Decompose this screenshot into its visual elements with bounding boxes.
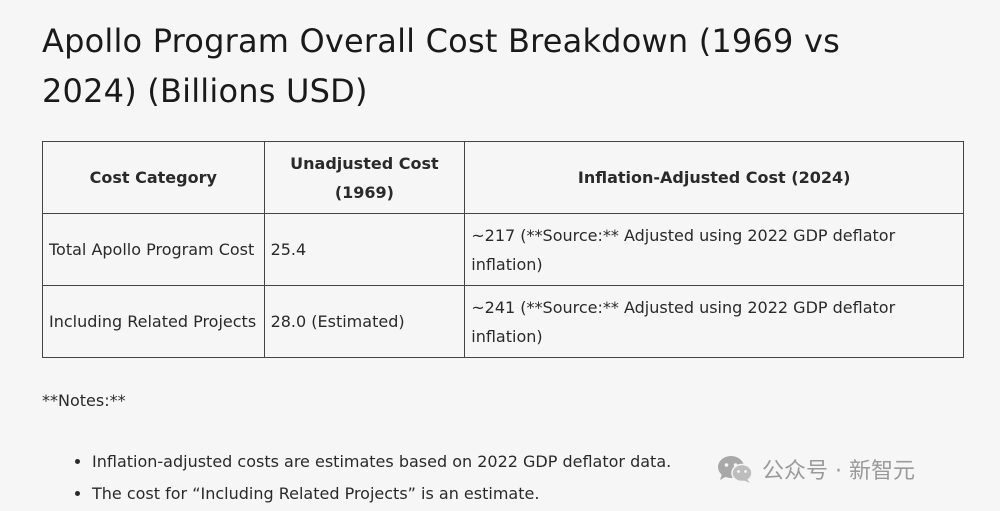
table-cell: ~217 (**Source:** Adjusted using 2022 GD… (464, 213, 964, 286)
page-title: Apollo Program Overall Cost Breakdown (1… (42, 22, 840, 110)
notes-heading: **Notes:** (42, 391, 126, 410)
table-cell: ~241 (**Source:** Adjusted using 2022 GD… (464, 285, 964, 358)
list-item: The cost for “Including Related Projects… (92, 478, 671, 510)
table-cell: 25.4 (263, 213, 466, 286)
watermark: 公众号 · 新智元 (716, 453, 915, 485)
column-header: Inflation-Adjusted Cost (2024) (464, 141, 964, 214)
table-cell: Including Related Projects (42, 285, 265, 358)
notes-list: Inflation-adjusted costs are estimates b… (42, 446, 671, 510)
table-cell: Total Apollo Program Cost (42, 213, 265, 286)
wechat-icon (718, 456, 753, 483)
cost-table: Cost Category Unadjusted Cost (1969) Inf… (42, 141, 964, 358)
table-row: Total Apollo Program Cost 25.4 ~217 (**S… (42, 213, 964, 286)
watermark-text: 公众号 · 新智元 (762, 459, 915, 484)
column-header: Unadjusted Cost (1969) (263, 141, 466, 214)
column-header: Cost Category (42, 141, 265, 214)
table-header-row: Cost Category Unadjusted Cost (1969) Inf… (42, 141, 964, 214)
list-item: Inflation-adjusted costs are estimates b… (92, 446, 671, 478)
table-row: Including Related Projects 28.0 (Estimat… (42, 285, 964, 358)
table-cell: 28.0 (Estimated) (263, 285, 466, 358)
